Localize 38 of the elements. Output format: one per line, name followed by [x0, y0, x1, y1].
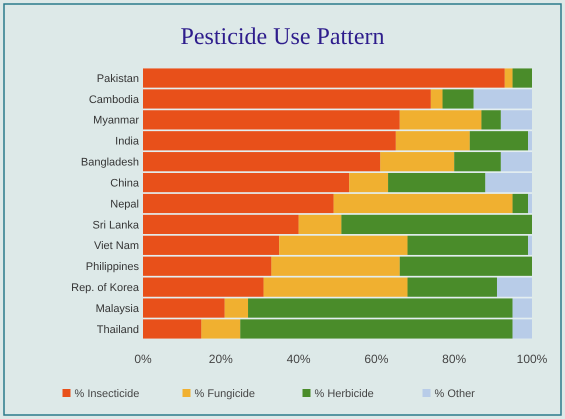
x-tick-label: 0%: [134, 352, 152, 366]
y-tick-label: Malaysia: [96, 302, 140, 315]
bar: [240, 319, 513, 339]
bar: [504, 68, 513, 88]
x-tick-label: 60%: [364, 352, 389, 366]
x-tick-label: 80%: [442, 352, 467, 366]
legend-label: % Herbicide: [314, 388, 374, 400]
x-tick-label: 40%: [286, 352, 311, 366]
y-tick-label: Nepal: [110, 198, 139, 210]
bar: [334, 194, 513, 214]
y-tick-label: Thailand: [96, 324, 139, 336]
bar: [201, 319, 240, 339]
y-tick-label: Cambodia: [88, 94, 140, 106]
bar: [528, 236, 532, 255]
chart-title: Pesticide Use Pattern: [180, 24, 384, 50]
y-tick-label: Myanmar: [93, 114, 140, 127]
legend-label: % Insecticide: [74, 388, 140, 400]
bar: [512, 68, 532, 88]
bar: [143, 319, 202, 339]
x-tick-label: 100%: [516, 352, 548, 366]
legend-label: % Other: [434, 388, 476, 400]
bar: [512, 194, 528, 214]
y-tick-label: India: [115, 136, 140, 148]
bar: [528, 194, 532, 214]
bar: [224, 298, 248, 318]
y-tick-label: Rep. of Korea: [71, 282, 140, 294]
bar: [143, 68, 505, 88]
bar: [442, 89, 474, 109]
y-tick-label: China: [110, 177, 140, 190]
y-tick-label: Bangladesh: [80, 156, 139, 169]
x-tick-label: 20%: [208, 352, 234, 366]
y-tick-label: Viet Nam: [94, 240, 139, 252]
y-tick-label: Philippines: [86, 261, 140, 274]
y-tick-label: Pakistan: [96, 72, 139, 85]
bar: [143, 194, 334, 214]
y-tick-label: Sri Lanka: [92, 219, 140, 232]
bar: [512, 319, 532, 339]
legend-label: % Fungicide: [194, 388, 256, 400]
